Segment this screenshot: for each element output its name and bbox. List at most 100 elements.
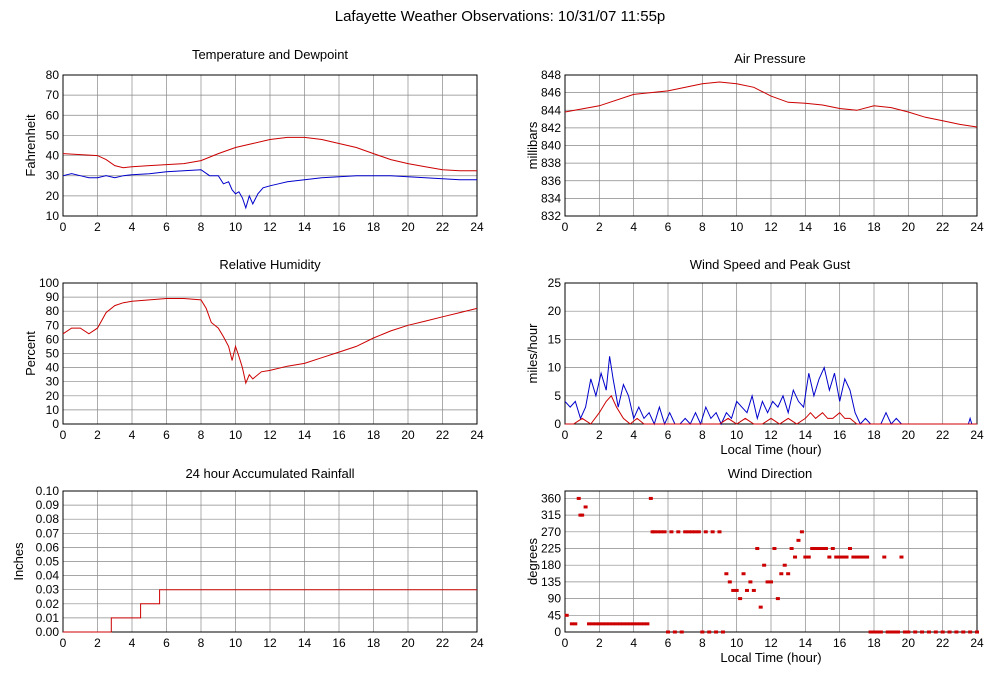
x-tick-label: 14 (298, 428, 312, 442)
chart-title: Temperature and Dewpoint (191, 47, 349, 62)
data-point (820, 547, 825, 551)
data-point (933, 630, 938, 634)
chart-title: Air Pressure (734, 51, 806, 66)
data-point (854, 555, 859, 559)
x-tick-label: 2 (596, 220, 603, 234)
rainfall-chart-svg: 0 2 4 6 8 10 12 14 16 18 20 22 240.000.010.020.030.0… (11, 484, 484, 650)
data-point (844, 555, 849, 559)
y-tick-label: 15 (548, 332, 562, 346)
data-point (892, 630, 897, 634)
x-axis-label: Local Time (hour) (720, 650, 821, 665)
data-point (576, 496, 581, 500)
x-tick-label: 10 (730, 428, 744, 442)
x-tick-label: 18 (867, 636, 881, 650)
data-point (920, 630, 925, 634)
x-tick-label: 24 (470, 636, 484, 650)
y-tick-label: 844 (541, 103, 561, 117)
x-tick-label: 14 (799, 428, 813, 442)
x-tick-label: 22 (936, 220, 950, 234)
y-tick-label: 20 (46, 189, 60, 203)
chart-relative-humidity: Relative Humidity 0 2 4 6 8 10 12 14 16 18 20 22 24 0… (0, 253, 500, 458)
data-point (624, 622, 629, 626)
y-tick-label: 60 (46, 332, 60, 346)
data-point (607, 622, 612, 626)
data-point (669, 530, 674, 534)
x-tick-label: 6 (163, 428, 170, 442)
data-point (703, 530, 708, 534)
y-tick-label: 0.04 (36, 569, 60, 583)
x-tick-label: 22 (936, 636, 950, 650)
y-tick-label: 838 (541, 156, 561, 170)
x-tick-label: 16 (332, 636, 346, 650)
data-point (841, 555, 846, 559)
data-point (714, 630, 719, 634)
y-tick-label: 80 (46, 304, 60, 318)
x-tick-label: 6 (163, 636, 170, 650)
data-point (641, 622, 646, 626)
data-point (686, 530, 691, 534)
data-point (645, 622, 650, 626)
data-point (758, 605, 763, 609)
x-tick-label: 12 (263, 220, 277, 234)
data-point (810, 547, 815, 551)
x-tick-label: 16 (833, 636, 847, 650)
x-tick-label: 6 (665, 220, 672, 234)
x-tick-label: 4 (630, 220, 637, 234)
data-point (789, 547, 794, 551)
data-point (837, 555, 842, 559)
x-tick-label: 10 (229, 220, 243, 234)
data-point (724, 572, 729, 576)
x-tick-label: 18 (867, 428, 881, 442)
data-point (727, 580, 732, 584)
data-point (628, 622, 633, 626)
data-point (872, 630, 876, 634)
data-point (961, 630, 966, 634)
chart-title: 24 hour Accumulated Rainfall (185, 466, 355, 481)
data-point (823, 547, 828, 551)
y-axis-label: miles/hour (525, 323, 540, 384)
temperature-chart-svg: 0 2 4 6 8 10 12 14 16 18 20 22 241020304050607080Fah… (23, 68, 484, 234)
y-tick-label: 0.09 (36, 498, 60, 512)
data-point (672, 630, 677, 634)
plot-frame (564, 74, 978, 217)
x-tick-label: 12 (263, 428, 277, 442)
data-point (940, 630, 945, 634)
y-tick-label: 846 (541, 86, 561, 100)
data-point (662, 530, 667, 534)
y-tick-label: 30 (46, 169, 60, 183)
data-point (587, 622, 592, 626)
data-point (635, 622, 640, 626)
x-tick-label: 12 (263, 636, 277, 650)
data-point (913, 630, 918, 634)
y-tick-label: 0.10 (36, 484, 60, 498)
y-tick-label: 0.05 (36, 555, 60, 569)
x-tick-label: 20 (401, 220, 415, 234)
chart-rainfall: 24 hour Accumulated Rainfall 0 2 4 6 8 10 12 14… (0, 462, 500, 680)
y-tick-label: 40 (46, 149, 60, 163)
x-tick-label: 6 (665, 636, 672, 650)
y-tick-label: 70 (46, 318, 60, 332)
x-tick-label: 0 (562, 636, 569, 650)
data-point (827, 555, 832, 559)
x-tick-label: 4 (630, 636, 637, 650)
data-point (834, 555, 839, 559)
data-point (803, 555, 808, 559)
plot-frame (62, 74, 478, 217)
data-point (734, 588, 739, 592)
y-axis-label: Inches (11, 542, 26, 581)
data-point (975, 630, 979, 634)
series-line (62, 298, 478, 385)
x-tick-label: 4 (129, 636, 136, 650)
x-tick-label: 10 (229, 636, 243, 650)
data-point (782, 563, 787, 567)
data-point (882, 555, 887, 559)
y-tick-label: 0.08 (36, 512, 60, 526)
data-point (604, 622, 609, 626)
y-tick-label: 0.07 (36, 526, 60, 540)
data-point (765, 580, 770, 584)
y-tick-label: 80 (46, 68, 60, 82)
data-point (889, 630, 894, 634)
x-tick-label: 6 (665, 428, 672, 442)
data-point (851, 555, 856, 559)
y-tick-label: 20 (46, 389, 60, 403)
